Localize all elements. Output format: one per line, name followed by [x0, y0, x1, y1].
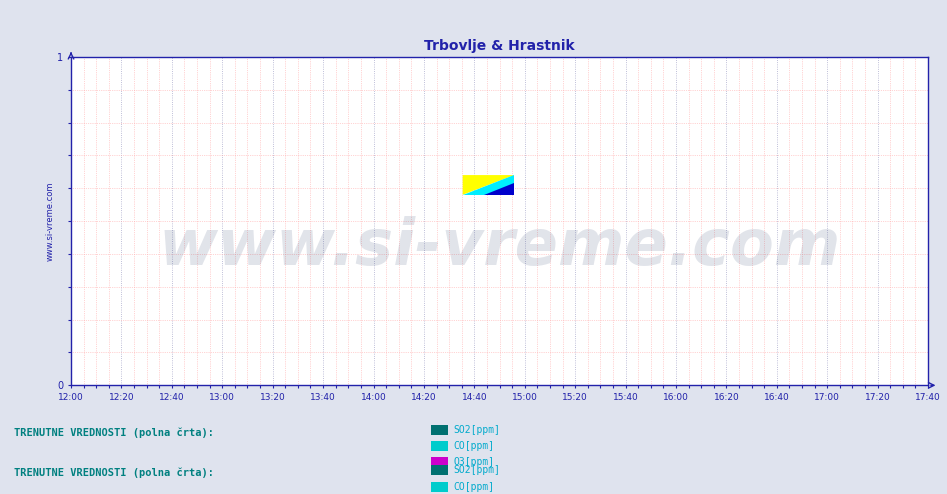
- Text: O3[ppm]: O3[ppm]: [454, 457, 494, 467]
- Polygon shape: [463, 175, 514, 195]
- Text: TRENUTNE VREDNOSTI (polna črta):: TRENUTNE VREDNOSTI (polna črta):: [14, 468, 214, 478]
- Text: CO[ppm]: CO[ppm]: [454, 482, 494, 492]
- Text: TRENUTNE VREDNOSTI (polna črta):: TRENUTNE VREDNOSTI (polna črta):: [14, 427, 214, 438]
- Text: www.si-vreme.com: www.si-vreme.com: [158, 216, 841, 278]
- Polygon shape: [484, 183, 514, 195]
- Text: SO2[ppm]: SO2[ppm]: [454, 465, 501, 475]
- Y-axis label: www.si-vreme.com: www.si-vreme.com: [45, 181, 55, 261]
- Title: Trbovlje & Hrastnik: Trbovlje & Hrastnik: [424, 39, 575, 53]
- Text: SO2[ppm]: SO2[ppm]: [454, 425, 501, 435]
- Text: CO[ppm]: CO[ppm]: [454, 441, 494, 451]
- Polygon shape: [463, 175, 514, 195]
